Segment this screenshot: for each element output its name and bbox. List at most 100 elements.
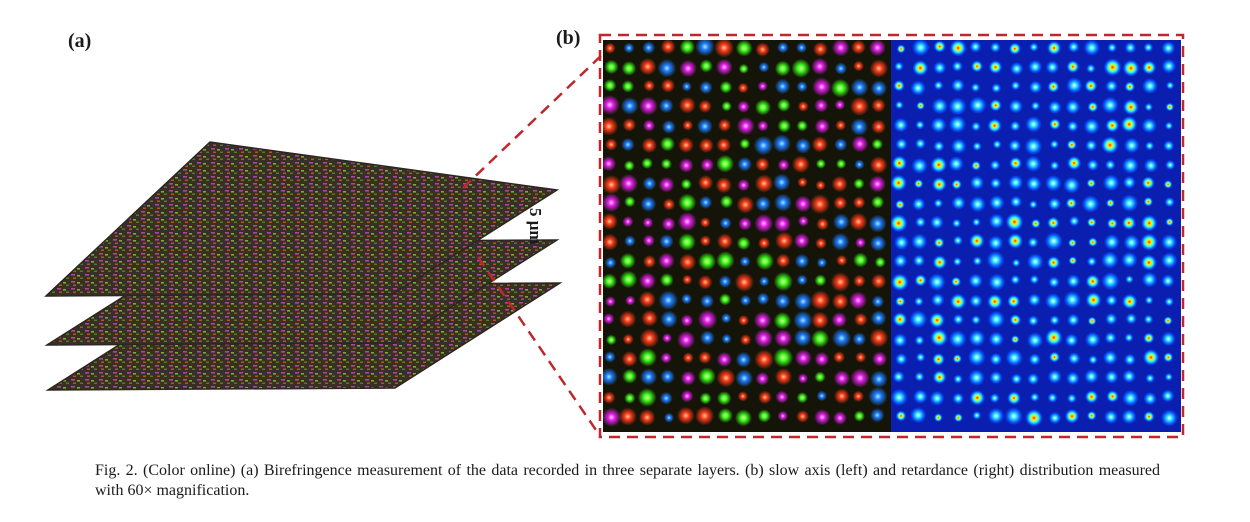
- image-spot: [1029, 42, 1039, 52]
- image-spot: [640, 196, 657, 212]
- image-spot: [622, 368, 638, 384]
- image-spot: [830, 272, 851, 292]
- image-spot: [1163, 316, 1173, 326]
- image-spot: [1085, 274, 1100, 289]
- image-spot: [698, 99, 712, 113]
- image-spot: [968, 273, 983, 288]
- image-spot: [1027, 237, 1039, 248]
- image-spot: [893, 117, 908, 133]
- image-spot: [1163, 180, 1173, 189]
- image-spot: [895, 138, 908, 151]
- image-spot: [853, 410, 866, 422]
- panel-a-label: (a): [68, 30, 92, 52]
- image-spot: [794, 349, 812, 367]
- image-spot: [681, 81, 692, 92]
- image-spot: [1047, 369, 1062, 384]
- image-spot: [756, 292, 770, 306]
- image-spot: [1122, 157, 1139, 174]
- image-spot: [604, 59, 619, 75]
- image-spot: [605, 138, 618, 151]
- image-spot: [831, 232, 850, 251]
- image-spot: [1164, 372, 1173, 382]
- image-spot: [1028, 59, 1043, 74]
- image-spot: [739, 294, 752, 307]
- image-spot: [660, 136, 675, 152]
- image-spot: [699, 217, 711, 228]
- image-spot: [932, 370, 947, 385]
- image-spot: [1029, 274, 1040, 285]
- image-spot: [988, 213, 1005, 229]
- image-spot: [1025, 409, 1043, 427]
- image-spot: [830, 78, 850, 98]
- image-spot: [894, 235, 909, 251]
- image-spot: [695, 40, 715, 57]
- image-spot: [603, 156, 617, 172]
- image-spot: [695, 406, 715, 426]
- image-spot: [914, 179, 924, 189]
- image-spot: [1008, 99, 1023, 114]
- image-spot: [773, 271, 793, 292]
- image-spot: [949, 40, 967, 57]
- image-spot: [736, 195, 755, 214]
- image-spot: [676, 406, 695, 425]
- image-spot: [1103, 350, 1118, 365]
- image-spot: [1124, 81, 1136, 92]
- image-spot: [603, 273, 618, 289]
- image-spot: [700, 294, 714, 309]
- image-spot: [640, 368, 658, 386]
- image-spot: [951, 78, 965, 92]
- image-spot: [662, 198, 676, 211]
- image-spot: [777, 159, 790, 171]
- image-spot: [814, 118, 830, 134]
- image-spot: [791, 58, 811, 78]
- image-spot: [950, 293, 967, 310]
- image-spot: [716, 233, 733, 250]
- image-spot: [682, 274, 693, 285]
- image-spot: [679, 40, 696, 55]
- image-spot: [794, 292, 813, 311]
- image-spot: [797, 101, 809, 112]
- image-spot: [1123, 234, 1140, 251]
- image-spot: [773, 173, 791, 191]
- image-spot: [643, 79, 656, 92]
- image-spot: [793, 310, 813, 330]
- image-spot: [948, 156, 964, 172]
- image-spot: [639, 272, 656, 290]
- image-spot: [892, 312, 908, 327]
- image-spot: [699, 235, 712, 247]
- image-spot: [991, 83, 1002, 93]
- image-spot: [1047, 216, 1060, 229]
- image-spot: [755, 157, 770, 172]
- image-spot: [951, 179, 962, 190]
- image-spot: [660, 369, 675, 384]
- image-spot: [794, 253, 810, 269]
- image-spot: [775, 231, 794, 250]
- image-spot: [1143, 197, 1154, 207]
- image-spot: [1125, 313, 1137, 325]
- image-spot: [891, 214, 908, 233]
- image-spot: [605, 296, 616, 307]
- image-spot: [677, 330, 696, 349]
- image-spot: [1027, 373, 1040, 385]
- image-spot: [621, 137, 635, 152]
- image-spot: [968, 369, 985, 386]
- image-spot: [737, 156, 752, 172]
- image-spot: [1084, 79, 1098, 93]
- image-spot: [952, 257, 962, 267]
- image-spot: [1030, 101, 1041, 111]
- image-spot: [1081, 195, 1100, 213]
- image-spot: [738, 314, 750, 326]
- image-spot: [1026, 176, 1042, 192]
- image-spot: [1007, 233, 1023, 249]
- image-spot: [682, 119, 694, 131]
- image-spot: [639, 57, 657, 76]
- image-spot: [658, 252, 675, 269]
- image-spot: [796, 410, 809, 423]
- image-spot: [678, 158, 694, 173]
- image-spot: [716, 154, 734, 173]
- image-spot: [638, 409, 656, 426]
- image-spot: [952, 392, 964, 405]
- image-spot: [893, 333, 907, 348]
- image-spot: [929, 390, 945, 406]
- image-spot: [637, 388, 657, 407]
